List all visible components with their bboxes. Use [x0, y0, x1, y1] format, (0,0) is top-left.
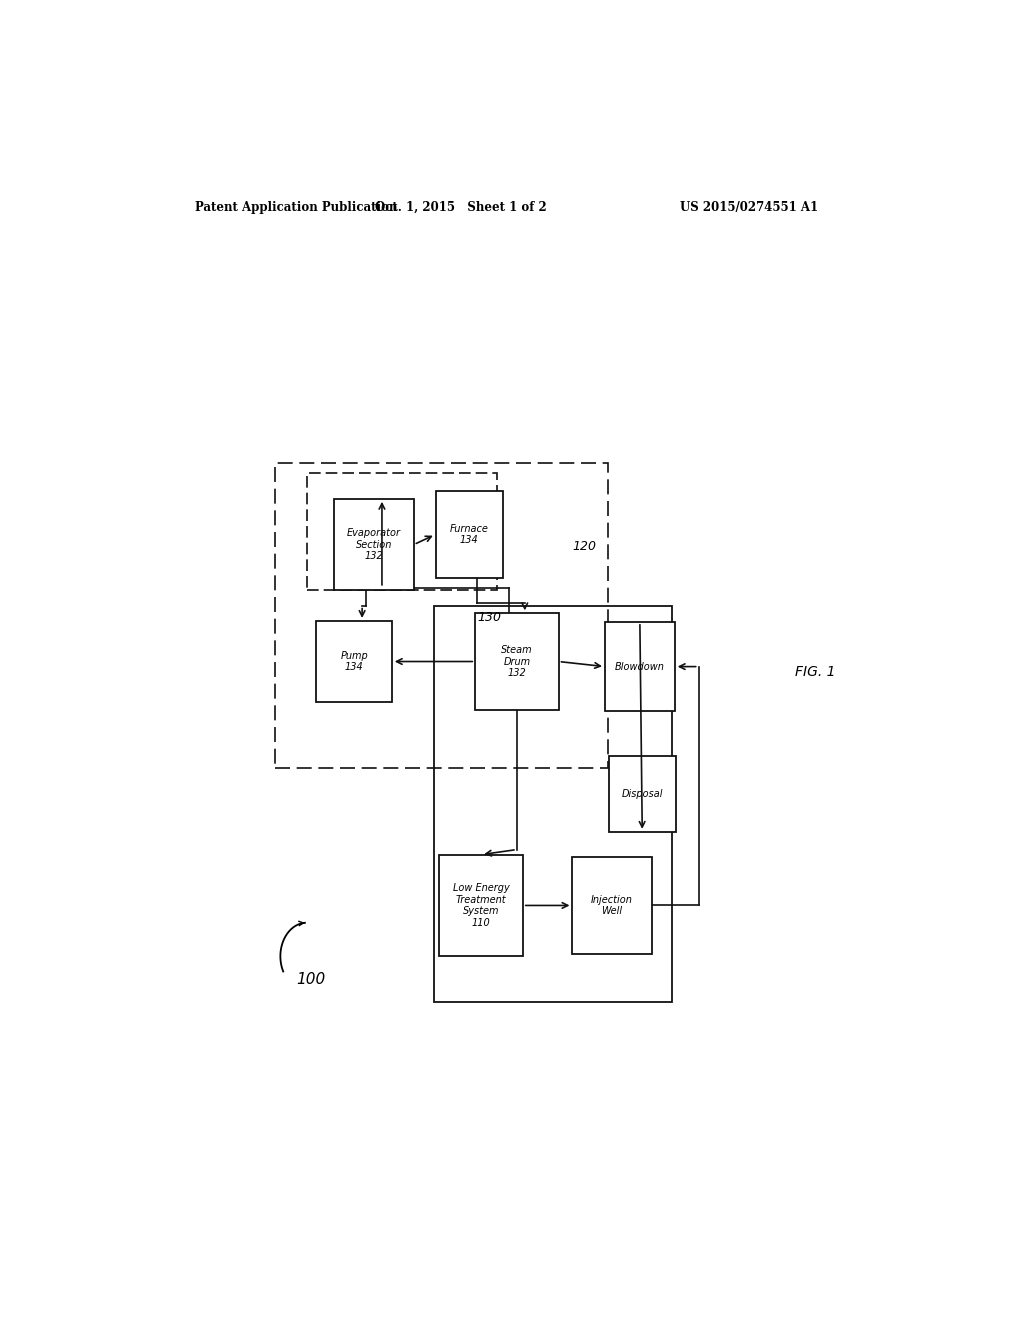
Text: 130: 130	[477, 611, 501, 624]
Text: Blowdown: Blowdown	[615, 661, 665, 672]
Bar	[316, 620, 392, 702]
Text: Oct. 1, 2015   Sheet 1 of 2: Oct. 1, 2015 Sheet 1 of 2	[376, 201, 547, 214]
Text: Steam
Drum
132: Steam Drum 132	[501, 645, 532, 678]
Bar	[572, 857, 651, 954]
Bar	[435, 491, 503, 578]
Bar	[439, 854, 523, 956]
Text: Furnace
134: Furnace 134	[450, 524, 488, 545]
Bar	[608, 755, 676, 832]
Bar	[433, 606, 672, 1002]
Text: Evaporator
Section
132: Evaporator Section 132	[347, 528, 401, 561]
Text: FIG. 1: FIG. 1	[795, 665, 836, 678]
Text: Patent Application Publication: Patent Application Publication	[196, 201, 398, 214]
Bar	[605, 622, 675, 711]
Text: Pump
134: Pump 134	[340, 651, 368, 672]
Bar	[306, 474, 497, 590]
Text: 100: 100	[296, 972, 326, 987]
Text: 120: 120	[572, 540, 596, 553]
Text: Injection
Well: Injection Well	[591, 895, 633, 916]
Bar	[334, 499, 414, 590]
Text: Disposal: Disposal	[622, 788, 663, 799]
Bar	[475, 614, 558, 710]
Text: US 2015/0274551 A1: US 2015/0274551 A1	[680, 201, 818, 214]
Bar	[274, 463, 608, 768]
Text: Low Energy
Treatment
System
110: Low Energy Treatment System 110	[453, 883, 510, 928]
